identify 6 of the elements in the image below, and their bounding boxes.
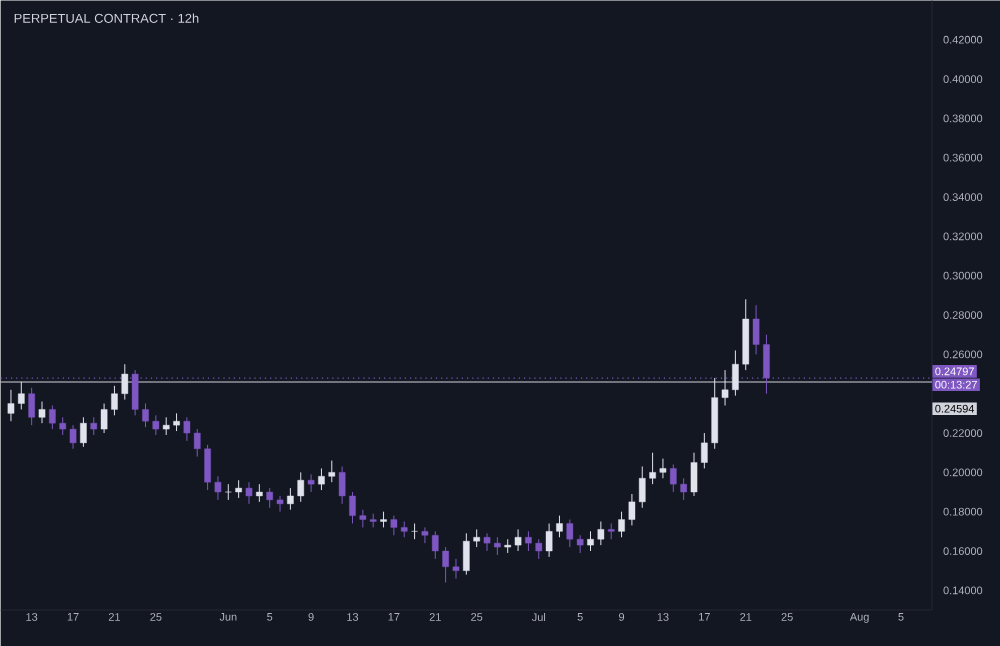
candlestick: [28, 387, 35, 426]
candlestick: [307, 473, 315, 493]
candlestick: [80, 416, 87, 448]
candlestick: [411, 523, 418, 540]
candlestick: [38, 401, 46, 424]
candlestick: [245, 481, 253, 505]
